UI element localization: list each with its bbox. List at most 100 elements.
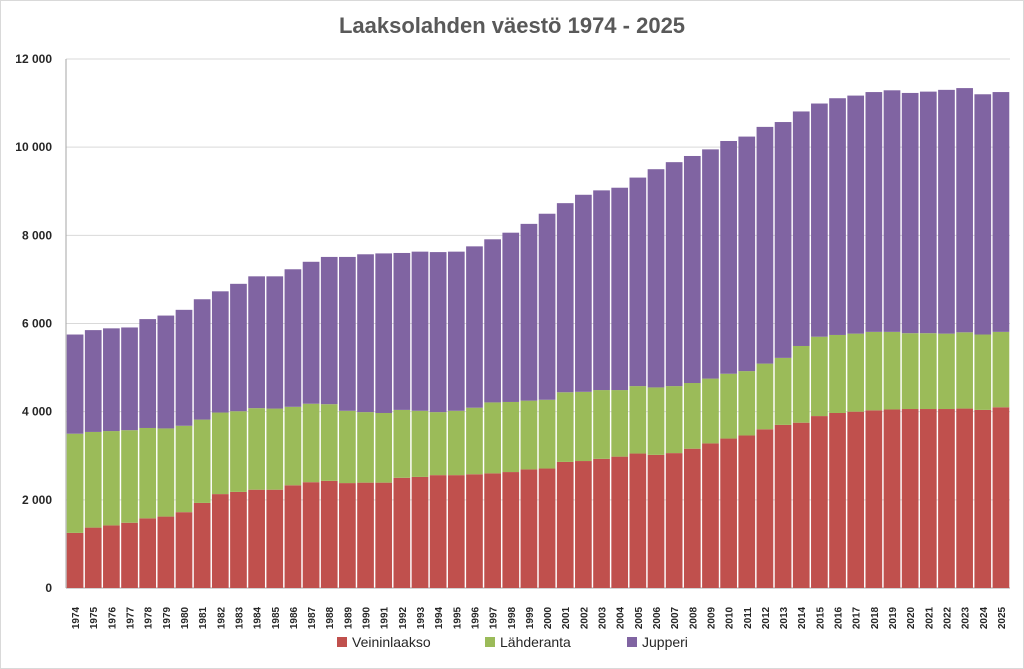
bar-segment xyxy=(683,155,701,384)
bar-segment xyxy=(665,162,683,387)
bar-segment xyxy=(84,431,102,528)
x-tick-label: 2005 xyxy=(634,606,645,629)
bar-segment xyxy=(193,502,211,588)
bar-segment xyxy=(593,458,610,588)
x-tick-label: 1980 xyxy=(180,606,191,629)
bar-segment xyxy=(865,331,883,411)
bar-segment xyxy=(175,309,193,426)
bar-segment xyxy=(157,315,175,429)
bar-segment xyxy=(774,357,792,425)
x-tick-label: 2012 xyxy=(761,606,772,629)
legend: Veininlaakso Lähderanta Jupperi xyxy=(337,634,688,650)
legend-label: Jupperi xyxy=(642,634,688,650)
bar-segment xyxy=(792,345,810,423)
bar-segment xyxy=(974,94,992,335)
bar-segment xyxy=(901,333,919,410)
bar-segment xyxy=(919,333,937,410)
bar-segment xyxy=(720,438,737,588)
bar-segment xyxy=(411,476,429,588)
bar-segment xyxy=(538,468,556,588)
x-tick-label: 1994 xyxy=(434,606,445,629)
x-tick-label: 1998 xyxy=(507,606,518,629)
x-tick-label: 1985 xyxy=(271,606,282,629)
x-tick-label: 2008 xyxy=(688,606,699,629)
bar-segment xyxy=(992,407,1010,588)
bar-segment xyxy=(284,406,302,486)
bar-segment xyxy=(484,473,501,588)
x-tick-label: 2021 xyxy=(924,606,935,629)
x-tick-label: 1997 xyxy=(489,606,500,629)
bar-segment xyxy=(538,399,556,469)
bar-segment xyxy=(211,291,229,413)
x-tick-label: 2003 xyxy=(598,606,609,629)
bar-segment xyxy=(956,88,973,333)
bar-segment xyxy=(593,190,610,391)
bar-segment xyxy=(811,103,828,337)
x-tick-label: 1984 xyxy=(253,606,264,629)
bar-segment xyxy=(974,334,992,410)
x-tick-label: 1990 xyxy=(362,606,373,629)
x-tick-label: 2013 xyxy=(779,606,790,629)
bar-segment xyxy=(738,136,756,372)
bar-segment xyxy=(683,448,701,588)
legend-swatch xyxy=(627,637,637,647)
y-tick-label: 2 000 xyxy=(22,493,52,507)
bar-segment xyxy=(121,430,138,523)
x-tick-label: 1987 xyxy=(307,606,318,629)
bar-segment xyxy=(157,428,175,517)
bar-segment xyxy=(103,525,120,588)
bar-segment xyxy=(683,383,701,449)
x-tick-label: 1974 xyxy=(71,606,82,629)
x-tick-label: 1979 xyxy=(162,606,173,629)
x-tick-label: 2000 xyxy=(543,606,554,629)
bar-segment xyxy=(284,485,302,588)
bar-segment xyxy=(538,213,556,400)
x-tick-label: 2017 xyxy=(852,606,863,629)
x-tick-label: 1992 xyxy=(398,606,409,629)
bar-segment xyxy=(956,332,973,409)
bars xyxy=(66,88,1010,588)
bar-segment xyxy=(829,412,846,588)
bar-segment xyxy=(466,246,483,408)
x-tick-label: 1991 xyxy=(380,606,391,629)
x-tick-label: 2025 xyxy=(997,606,1008,629)
bar-segment xyxy=(792,422,810,588)
legend-swatch xyxy=(337,637,347,647)
bar-segment xyxy=(829,98,846,335)
bar-segment xyxy=(992,331,1010,408)
bar-segment xyxy=(756,126,774,364)
bar-segment xyxy=(339,483,356,588)
bar-segment xyxy=(447,410,465,476)
bar-segment xyxy=(938,333,955,410)
bar-segment xyxy=(665,386,683,454)
bar-segment xyxy=(738,435,756,588)
bar-segment xyxy=(938,89,955,334)
bar-segment xyxy=(611,187,629,391)
bar-segment xyxy=(629,177,647,387)
bar-segment xyxy=(175,425,193,513)
bar-segment xyxy=(756,429,774,588)
bar-segment xyxy=(883,331,901,410)
bar-segment xyxy=(575,461,592,588)
bar-segment xyxy=(720,140,737,374)
bar-segment xyxy=(502,472,520,588)
bar-segment xyxy=(121,327,138,431)
bar-segment xyxy=(175,512,193,588)
bar-segment xyxy=(756,363,774,430)
x-tick-label: 1993 xyxy=(416,606,427,629)
x-tick-label: 1995 xyxy=(452,606,463,629)
bar-segment xyxy=(411,251,429,411)
y-tick-label: 8 000 xyxy=(22,228,52,242)
bar-segment xyxy=(266,276,284,409)
bar-segment xyxy=(792,111,810,346)
x-tick-label: 1986 xyxy=(289,606,300,629)
bar-segment xyxy=(883,409,901,588)
bar-segment xyxy=(865,410,883,588)
bar-segment xyxy=(647,169,665,388)
bar-segment xyxy=(466,407,483,475)
bar-segment xyxy=(702,443,719,588)
bar-segment xyxy=(230,283,247,412)
bar-segment xyxy=(611,390,629,457)
bar-segment xyxy=(556,203,574,393)
